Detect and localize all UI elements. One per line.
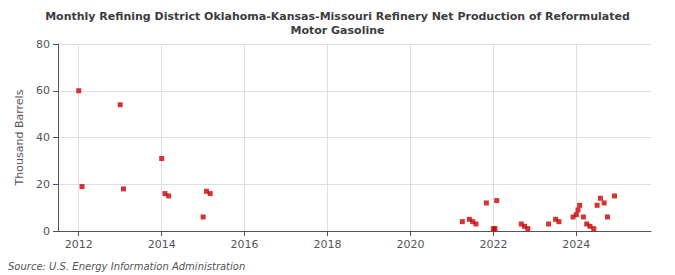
- svg-text:40: 40: [36, 131, 50, 144]
- svg-text:80: 80: [36, 38, 50, 51]
- svg-text:20: 20: [36, 178, 50, 191]
- svg-text:2024: 2024: [562, 238, 590, 251]
- svg-text:2016: 2016: [231, 238, 259, 251]
- svg-text:2012: 2012: [65, 238, 93, 251]
- svg-text:2020: 2020: [396, 238, 424, 251]
- svg-text:60: 60: [36, 84, 50, 97]
- svg-text:2014: 2014: [148, 238, 176, 251]
- svg-text:Source: U.S. Energy Informatio: Source: U.S. Energy Information Administ…: [8, 261, 245, 272]
- svg-text:Monthly Refining District Okla: Monthly Refining District Oklahoma-Kansa…: [45, 10, 630, 23]
- svg-text:0: 0: [43, 225, 50, 238]
- svg-text:2022: 2022: [479, 238, 507, 251]
- svg-text:2018: 2018: [314, 238, 342, 251]
- svg-text:Thousand Barrels: Thousand Barrels: [13, 89, 26, 186]
- svg-text:Motor Gasoline: Motor Gasoline: [291, 24, 385, 37]
